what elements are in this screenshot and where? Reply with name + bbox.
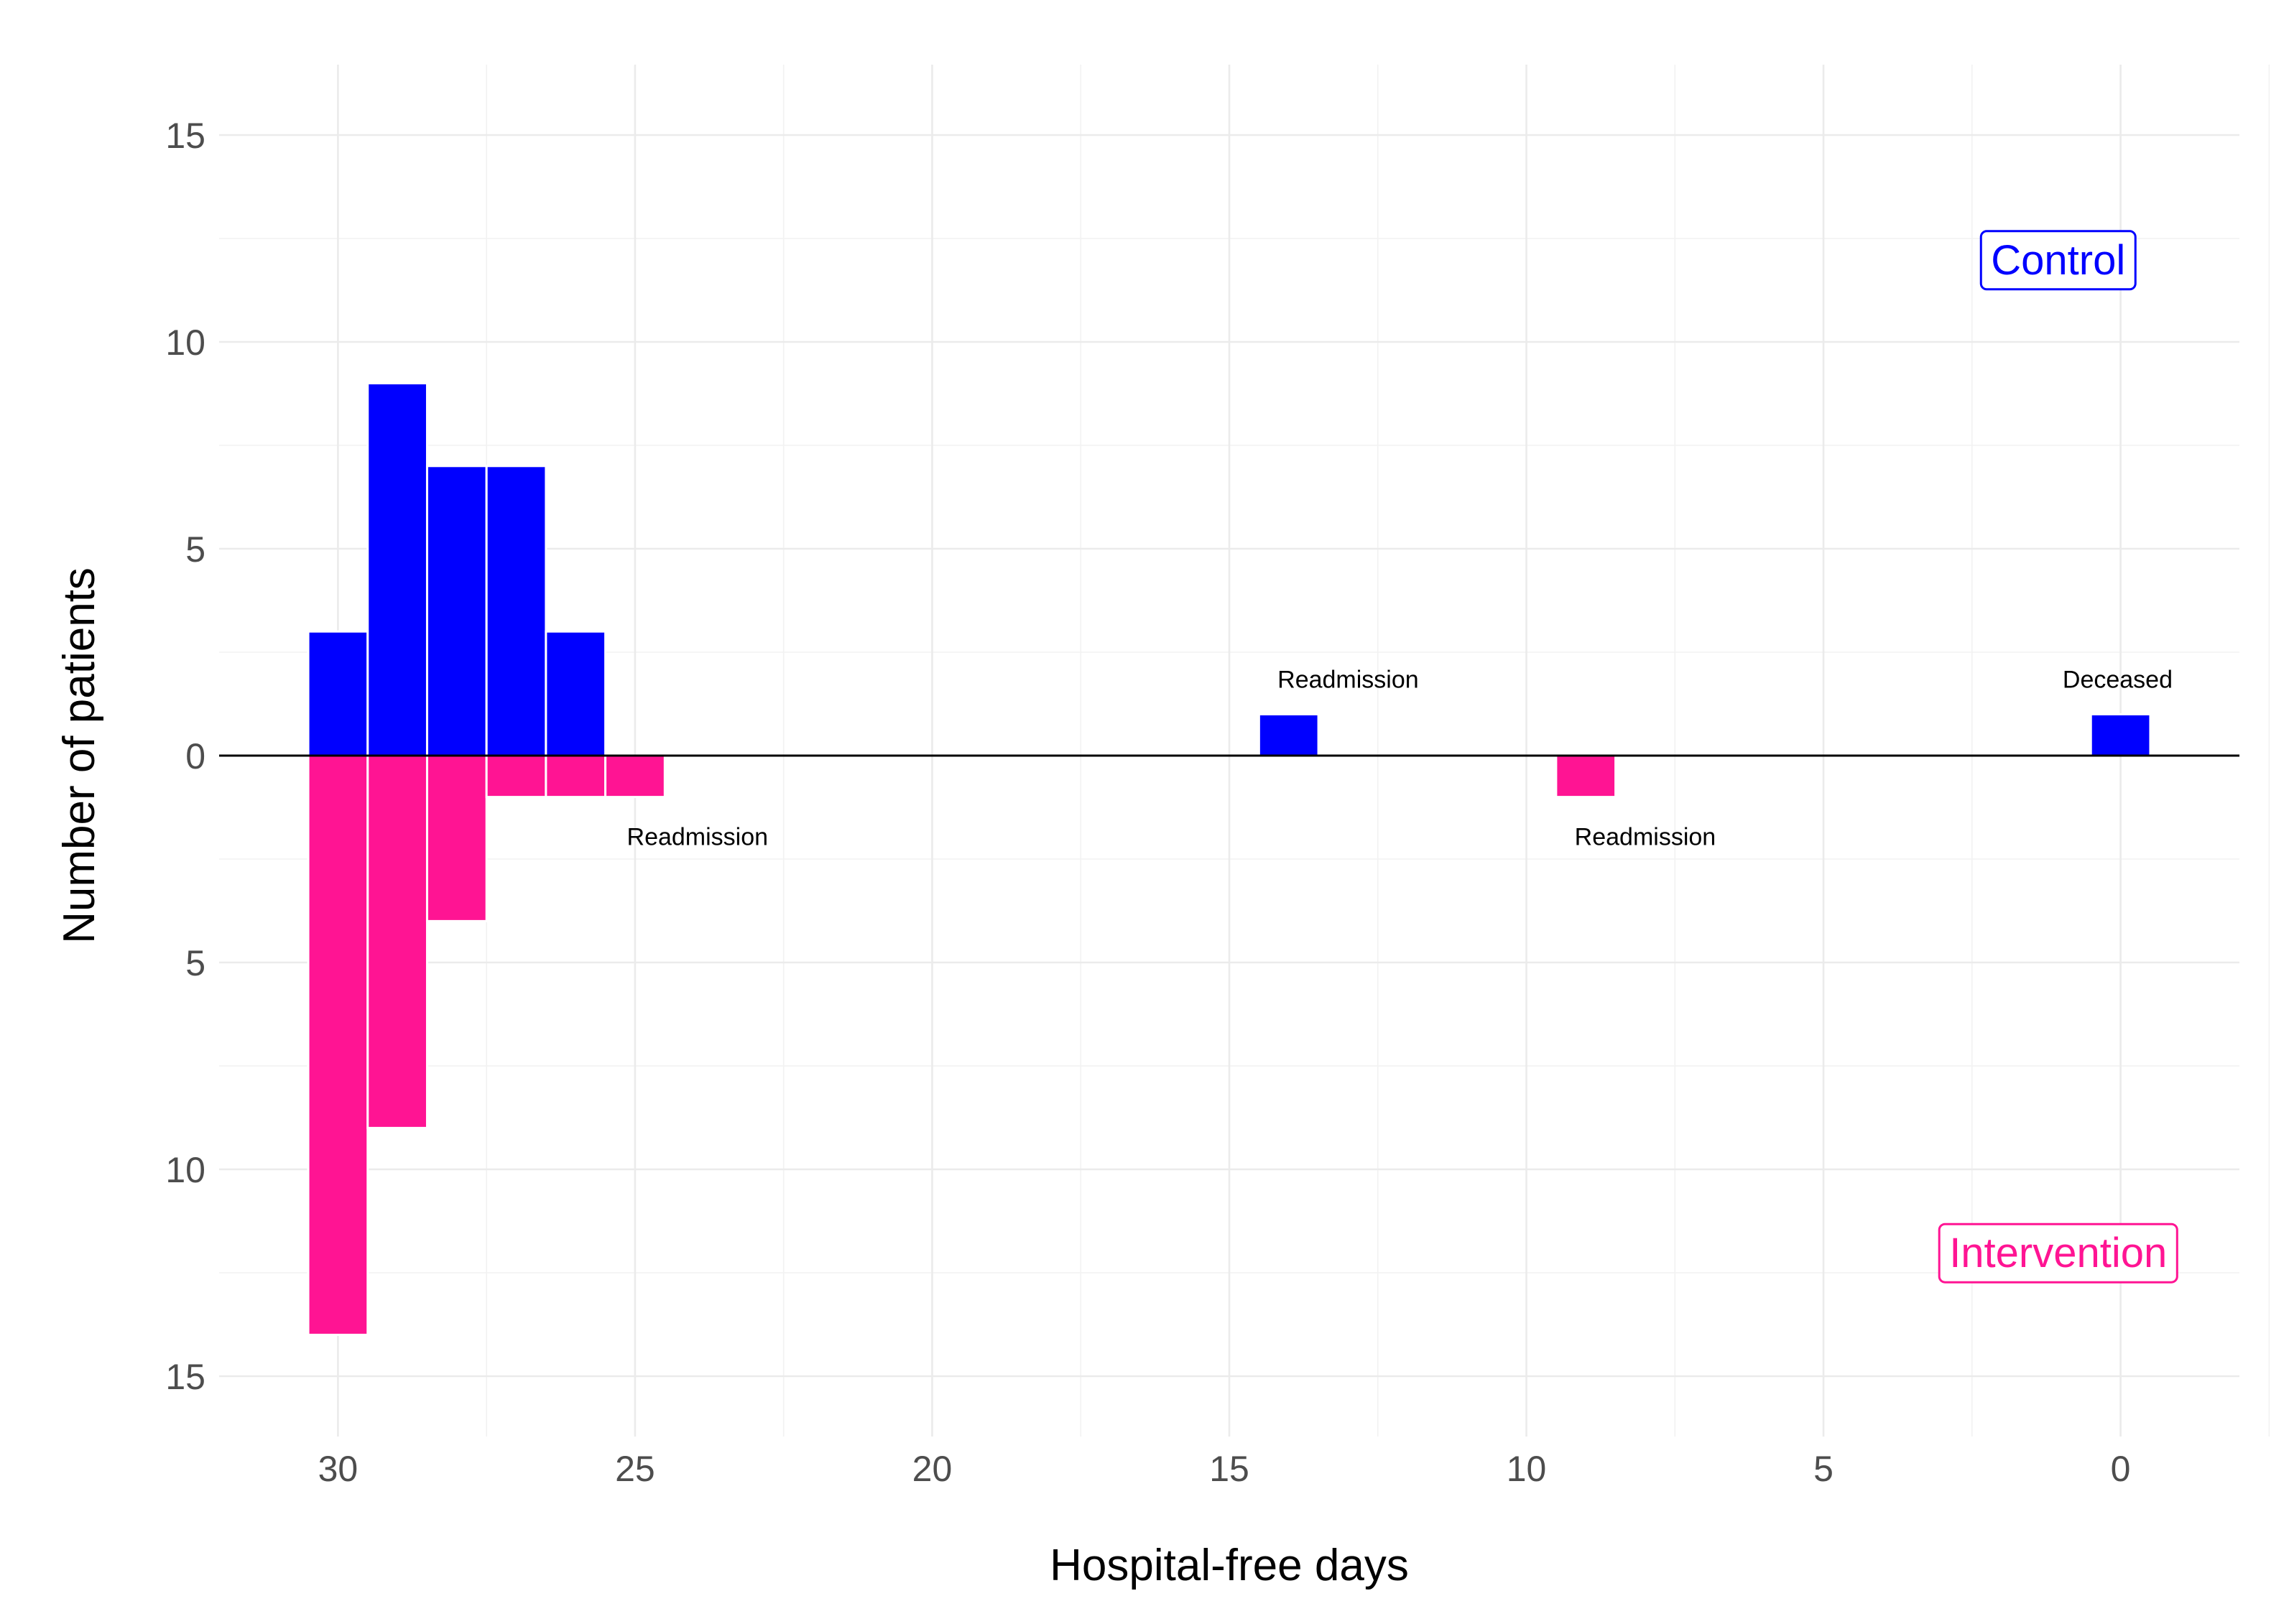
bar-control-x0 (2089, 713, 2152, 757)
x-tick-label: 0 (2111, 1449, 2131, 1489)
x-axis-title: Hospital-free days (1050, 1541, 1409, 1590)
legend-intervention: Intervention (1938, 1222, 2178, 1284)
y-tick-label: 0 (185, 736, 205, 776)
bar-control-x28 (425, 465, 488, 757)
x-tick-label: 20 (912, 1449, 953, 1489)
bar-intervention-x9 (1555, 754, 1617, 799)
bar-control-x29 (366, 382, 428, 757)
bar-control-x27 (485, 465, 547, 757)
bar-intervention-x29 (366, 754, 428, 1129)
bar-control-x14 (1257, 713, 1320, 757)
y-tick-label: 5 (185, 529, 205, 570)
legend-box-border (1979, 230, 2137, 291)
legend-layer: Control Intervention (1938, 230, 2178, 1284)
legend-control: Control (1979, 230, 2137, 291)
legend-label: Control (1991, 237, 2125, 284)
tick-layer: 30 25 20 15 10 5 0 15 10 5 0 5 10 15 (165, 116, 2130, 1489)
x-tick-label: 10 (1507, 1449, 1547, 1489)
annotation-label: Deceased (2063, 666, 2173, 693)
bar-intervention-x27 (485, 754, 547, 799)
y-tick-label: 15 (165, 116, 205, 156)
annotation-label: Readmission (1277, 666, 1419, 693)
x-tick-label: 30 (318, 1449, 359, 1489)
bar-layer (307, 382, 2152, 1336)
legend-label: Intervention (1949, 1230, 2167, 1276)
annotation-label: Readmission (627, 823, 769, 850)
y-tick-label: 10 (165, 1150, 205, 1190)
bar-intervention-x28 (425, 754, 488, 922)
bar-intervention-x30 (307, 754, 369, 1336)
x-tick-label: 25 (615, 1449, 655, 1489)
x-tick-label: 15 (1209, 1449, 1249, 1489)
bar-intervention-x26 (545, 754, 607, 799)
bar-intervention-x25 (604, 754, 666, 799)
y-axis-title: Number of patients (55, 567, 104, 944)
y-tick-label: 15 (165, 1357, 205, 1397)
bar-control-x26 (545, 630, 607, 757)
bar-control-x30 (307, 630, 369, 757)
y-tick-label: 10 (165, 323, 205, 363)
y-tick-label: 5 (185, 943, 205, 983)
legend-box-border (1938, 1222, 2178, 1284)
x-tick-label: 5 (1813, 1449, 1833, 1489)
annotation-layer: Readmission Deceased Readmission Readmissio… (627, 666, 2173, 850)
annotation-label: Readmission (1575, 823, 1716, 850)
